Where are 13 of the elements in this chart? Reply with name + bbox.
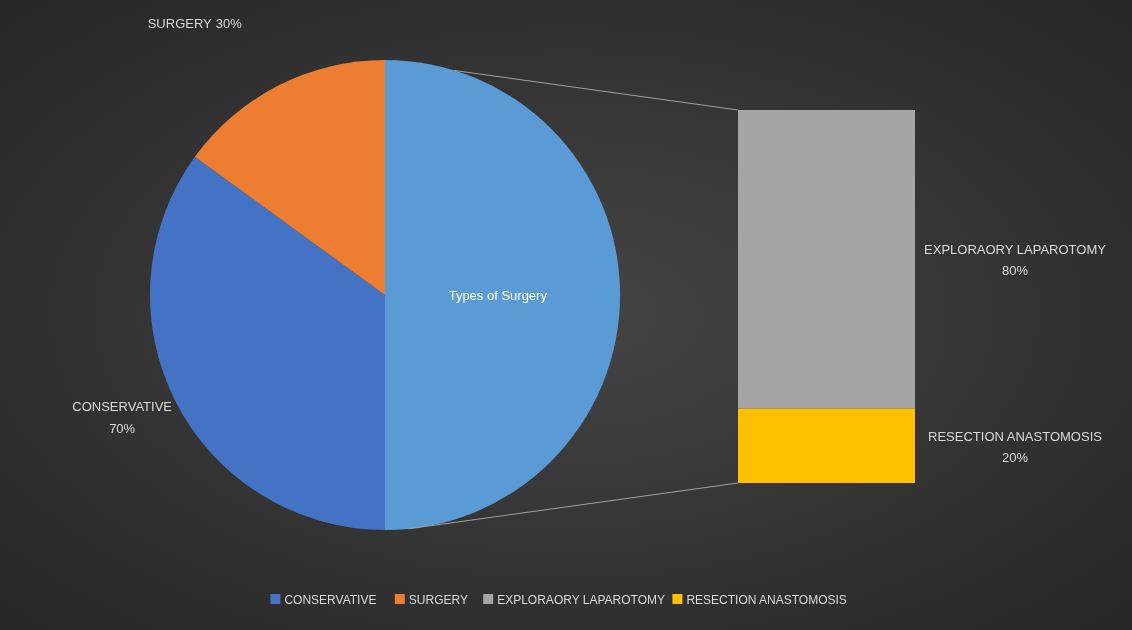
category-label: EXPLORAORY LAPAROTOMY — [497, 593, 666, 607]
category-label: RESECTION ANASTOMOSIS — [686, 593, 847, 607]
category-label: CONSERVATIVE — [72, 398, 173, 414]
category-label: EXPLORAORY LAPAROTOMY — [924, 242, 1107, 258]
category-label: SURGERY — [147, 16, 213, 31]
data-label: 80% — [1001, 263, 1029, 279]
category-label: SURGERY — [408, 593, 468, 607]
category-label: CONSERVATIVE — [284, 593, 377, 607]
data-label: 20% — [1001, 449, 1029, 465]
text: Types of Surgery — [448, 288, 548, 303]
data-label: 70% — [109, 420, 136, 436]
category-label: RESECTION ANASTOMOSIS — [928, 428, 1103, 444]
data-label: 30% — [215, 16, 243, 31]
